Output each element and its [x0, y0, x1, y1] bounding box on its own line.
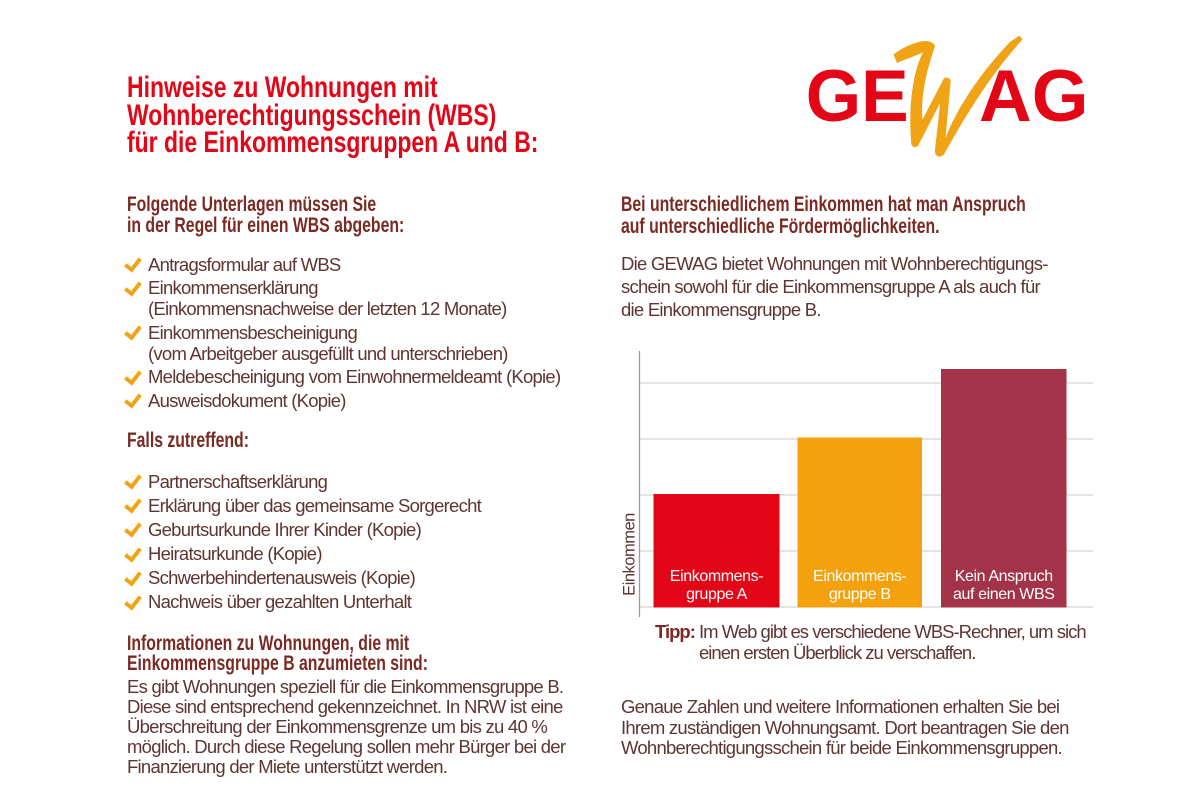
svg-text:Einkommens-: Einkommens-: [670, 568, 763, 585]
svg-text:gruppe B: gruppe B: [829, 586, 891, 603]
svg-text:auf einen WBS: auf einen WBS: [953, 586, 1055, 603]
svg-text:Einkommen: Einkommen: [621, 513, 639, 596]
svg-text:GE: GE: [806, 54, 909, 137]
svg-text:Einkommens-: Einkommens-: [813, 568, 906, 585]
svg-text:Kein Anspruch: Kein Anspruch: [955, 568, 1053, 585]
svg-text:gruppe A: gruppe A: [686, 586, 748, 603]
